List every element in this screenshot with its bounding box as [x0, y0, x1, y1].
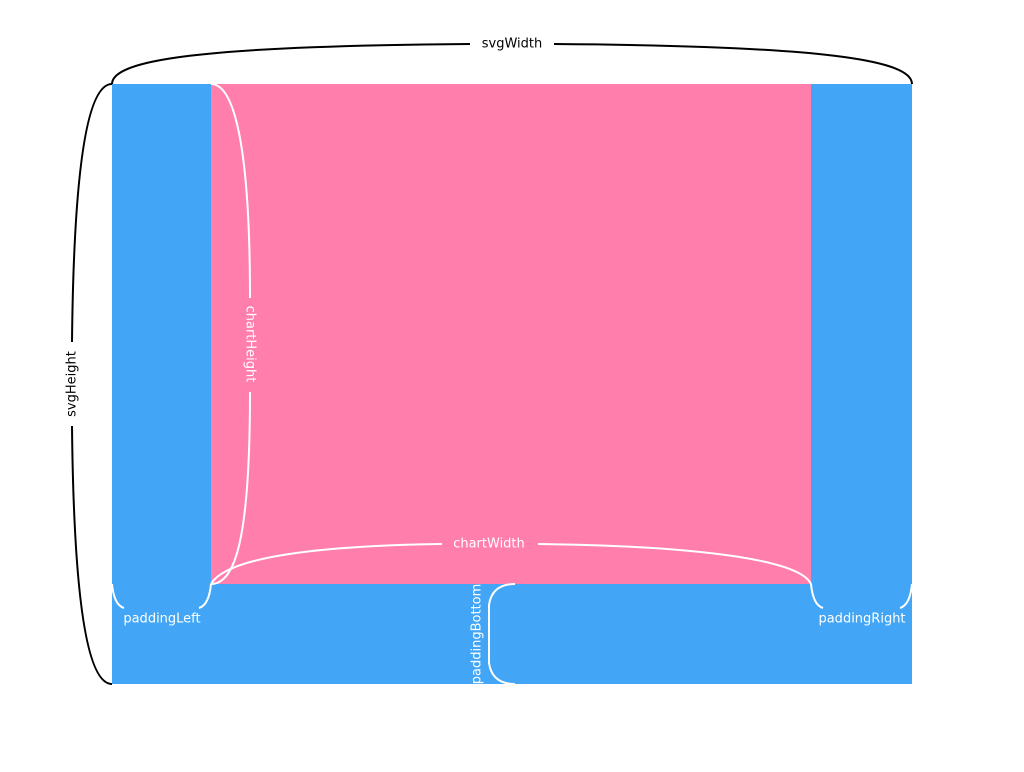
- padding-bottom-label-bg: [468, 584, 486, 684]
- padding-bottom-label: paddingBottom: [470, 584, 485, 685]
- chart-height-brace: [210, 83, 251, 585]
- svg-width-brace: [111, 43, 913, 85]
- chart-width-label: chartWidth: [453, 537, 525, 552]
- chart-area: [211, 84, 811, 584]
- chart-height-label: chartHeight: [243, 306, 258, 383]
- padding-right-label: paddingRight: [818, 612, 905, 627]
- padding-left-label: paddingLeft: [123, 612, 200, 627]
- svg-height-brace: [71, 83, 113, 685]
- svg-height-label: svgHeight: [65, 351, 80, 417]
- padding-bottom-brace: [488, 583, 516, 685]
- svg-width-label: svgWidth: [482, 37, 543, 52]
- padding-left-brace: [111, 583, 212, 609]
- chart-width-brace: [210, 543, 812, 585]
- padding-right-brace: [810, 583, 913, 609]
